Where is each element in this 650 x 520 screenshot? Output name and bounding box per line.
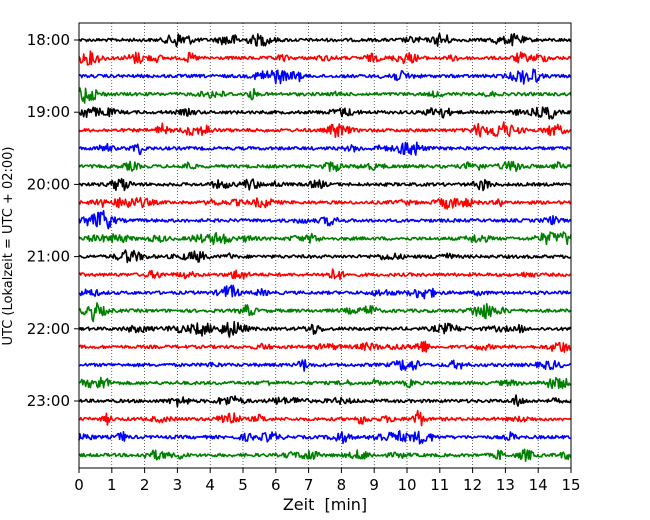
x-tick-label: 4	[205, 476, 215, 494]
y-tick-label: 20:00	[27, 175, 70, 193]
seismogram-trace	[78, 268, 572, 281]
seismogram-trace	[78, 376, 572, 390]
seismogram-trace	[78, 394, 572, 408]
x-tick-label: 13	[496, 476, 515, 494]
seismogram-trace	[78, 430, 571, 445]
seismogram-trace	[78, 121, 572, 138]
x-tick-label: 5	[238, 476, 248, 494]
seismogram-trace	[78, 141, 572, 156]
seismogram-trace	[78, 231, 572, 246]
vertical-gridlines	[111, 23, 539, 468]
x-tick-label: 10	[397, 476, 416, 494]
x-axis-ticks: 0 1 2 3 4 5 6 7 8 9 10 11 12 13 14 15	[74, 468, 581, 494]
seismogram-trace	[78, 177, 572, 192]
plot-area-background	[79, 23, 571, 468]
seismogram-trace	[78, 106, 572, 120]
x-tick-label: 0	[74, 476, 84, 494]
seismogram-traces	[78, 32, 572, 462]
x-tick-label: 6	[271, 476, 281, 494]
seismogram-trace	[78, 68, 572, 85]
y-axis-ticks: 18:00 19:00 20:00 21:00 22:00 23:00	[27, 31, 79, 410]
seismogram-trace	[78, 87, 572, 104]
seismogram-trace	[78, 50, 572, 66]
x-tick-label: 8	[337, 476, 347, 494]
x-tick-label: 12	[463, 476, 482, 494]
x-tick-label: 3	[173, 476, 183, 494]
plot-area-frame	[78, 22, 572, 469]
y-tick-label: 22:00	[27, 320, 70, 338]
y-tick-label: 21:00	[27, 248, 70, 266]
y-tick-label: 18:00	[27, 31, 70, 49]
seismogram-trace	[78, 409, 572, 427]
y-axis-label: UTC (Lokalzeit = UTC + 02:00)	[1, 147, 16, 346]
x-axis-label: Zeit [min]	[283, 495, 367, 514]
seismogram-trace	[78, 209, 572, 230]
seismogram-trace	[78, 302, 572, 323]
seismogram-trace	[78, 320, 572, 338]
seismogram-trace	[78, 249, 572, 264]
seismogram-trace	[78, 196, 572, 210]
seismogram-trace	[78, 160, 572, 173]
x-tick-label: 15	[561, 476, 580, 494]
y-tick-label: 19:00	[27, 103, 70, 121]
seismogram-trace	[78, 359, 572, 372]
x-tick-label: 7	[304, 476, 314, 494]
seismogram-trace	[78, 340, 572, 353]
x-tick-label: 14	[529, 476, 548, 494]
x-tick-label: 1	[107, 476, 117, 494]
y-tick-label: 23:00	[27, 392, 70, 410]
x-tick-label: 9	[369, 476, 379, 494]
x-tick-label: 11	[430, 476, 449, 494]
seismogram-trace	[78, 32, 572, 48]
seismogram-trace	[79, 448, 572, 462]
seismogram-trace	[78, 284, 572, 300]
x-tick-label: 2	[140, 476, 150, 494]
